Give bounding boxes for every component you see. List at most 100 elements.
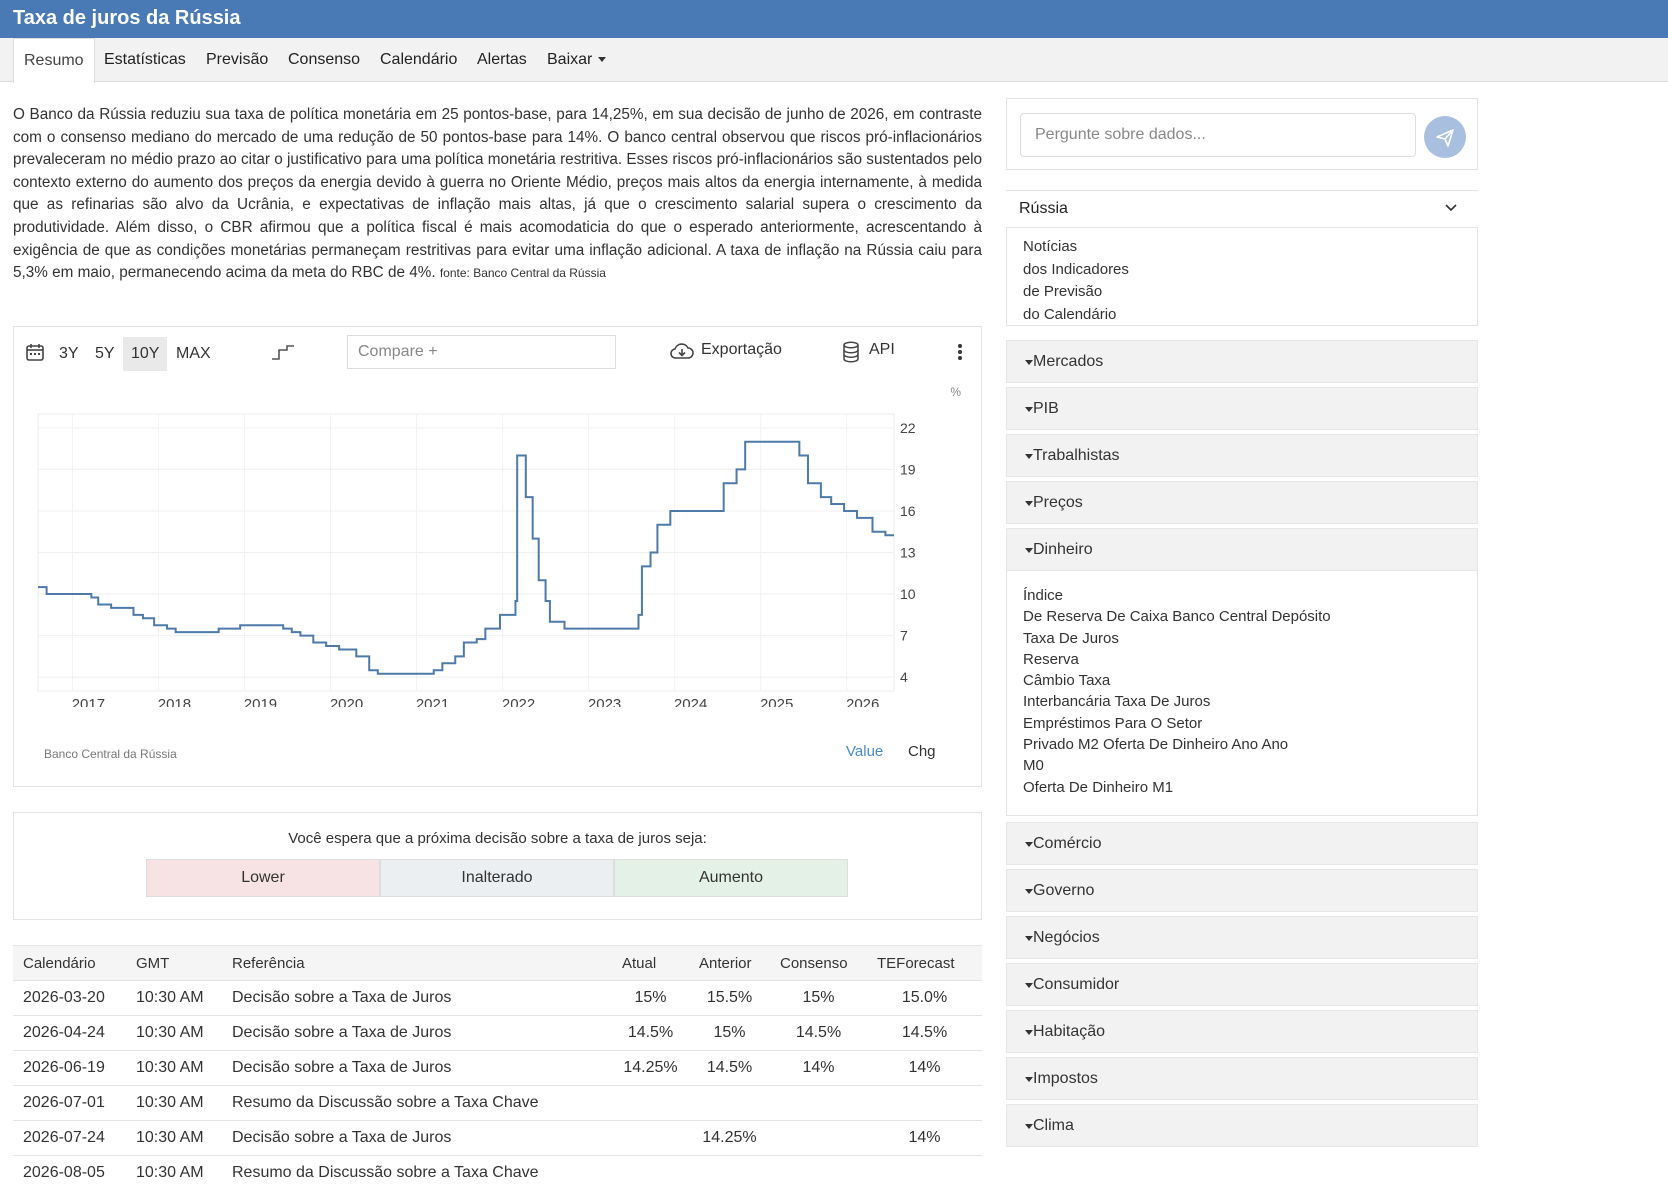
table-cell: 10:30 AM <box>126 1015 222 1051</box>
chg-toggle[interactable]: Chg <box>908 743 936 760</box>
category-clima[interactable]: Clima <box>1006 1104 1478 1147</box>
category-mercados[interactable]: Mercados <box>1006 340 1478 383</box>
indicator-link[interactable]: Interbancária Taxa De Juros <box>1023 693 1211 711</box>
indicator-link[interactable]: Índice <box>1023 587 1064 604</box>
table-cell[interactable]: Decisão sobre a Taxa de Juros <box>222 980 612 1016</box>
tab-previsao[interactable]: Previsão <box>206 51 269 68</box>
table-cell[interactable]: Decisão sobre a Taxa de Juros <box>222 1120 612 1156</box>
tab-estatisticas[interactable]: Estatísticas <box>104 51 186 68</box>
caret-down-icon <box>1025 407 1033 412</box>
category-precos[interactable]: Preços <box>1006 481 1478 524</box>
table-header-row: Calendário GMT Referência Atual Anterior… <box>13 945 982 981</box>
table-cell <box>867 1155 982 1190</box>
table-cell <box>689 1085 770 1121</box>
category-comercio[interactable]: Comércio <box>1006 822 1478 865</box>
table-cell <box>867 1085 982 1121</box>
link-indicadores[interactable]: dos Indicadores <box>1023 260 1129 278</box>
category-dinheiro[interactable]: Dinheiro <box>1006 528 1478 571</box>
summary-text: O Banco da Rússia reduziu sua taxa de po… <box>13 106 982 282</box>
indicator-link[interactable]: Câmbio Taxa <box>1023 672 1111 690</box>
value-toggle[interactable]: Value <box>846 743 884 760</box>
table-cell[interactable]: Decisão sobre a Taxa de Juros <box>222 1050 612 1086</box>
series-line <box>38 440 894 675</box>
database-icon[interactable] <box>842 341 860 368</box>
vote-unchanged-button[interactable]: Inalterado <box>380 859 614 897</box>
table-cell[interactable]: Resumo da Discussão sobre a Taxa Chave <box>222 1085 612 1121</box>
country-selector[interactable]: Rússia <box>1006 190 1478 228</box>
more-vertical-icon[interactable] <box>957 342 963 367</box>
table-cell[interactable]: Decisão sobre a Taxa de Juros <box>222 1015 612 1051</box>
indicator-link[interactable]: De Reserva De Caixa Banco Central Depósi… <box>1023 608 1331 626</box>
y-tick-label: 16 <box>900 503 916 519</box>
table-cell[interactable]: Resumo da Discussão sobre a Taxa Chave <box>222 1155 612 1190</box>
y-tick-label: 4 <box>900 669 908 685</box>
caret-down-icon <box>1025 1030 1033 1035</box>
range-3y[interactable]: 3Y <box>59 345 79 362</box>
category-dinheiro-items: Índice De Reserva De Caixa Banco Central … <box>1006 571 1478 816</box>
step-chart-icon[interactable] <box>271 342 295 367</box>
indicator-link[interactable]: M0 <box>1023 757 1044 775</box>
caret-down-icon <box>1025 360 1033 365</box>
y-tick-label: 22 <box>900 420 916 436</box>
ask-panel <box>1006 98 1478 170</box>
x-tick-label: 2017 <box>72 696 105 707</box>
table-cell: 14.25% <box>612 1050 689 1086</box>
category-label: Preços <box>1033 494 1083 511</box>
page-title: Taxa de juros da Rússia <box>13 7 241 29</box>
category-governo[interactable]: Governo <box>1006 869 1478 912</box>
table-cell: 15.5% <box>689 980 770 1016</box>
tab-consenso[interactable]: Consenso <box>288 51 361 68</box>
ask-input[interactable] <box>1020 113 1416 157</box>
summary-source: fonte: Banco Central da Rússia <box>439 266 606 281</box>
calendar-icon[interactable] <box>25 342 45 367</box>
table-cell: 10:30 AM <box>126 1085 222 1121</box>
tab-resumo[interactable]: Resumo <box>13 38 95 83</box>
export-button[interactable]: Exportação <box>701 341 782 358</box>
table-cell: 2026-07-01 <box>13 1085 126 1121</box>
tab-baixar[interactable]: Baixar <box>537 38 616 82</box>
table-cell <box>612 1155 689 1190</box>
vote-lower-button[interactable]: Lower <box>146 859 380 897</box>
range-max[interactable]: MAX <box>176 345 211 362</box>
category-habitacao[interactable]: Habitação <box>1006 1010 1478 1053</box>
category-consumidor[interactable]: Consumidor <box>1006 963 1478 1006</box>
indicator-link[interactable]: Empréstimos Para O Setor <box>1023 714 1203 732</box>
indicator-link[interactable]: Oferta De Dinheiro M1 <box>1023 778 1174 796</box>
range-5y[interactable]: 5Y <box>95 345 115 362</box>
vote-increase-button[interactable]: Aumento <box>614 859 848 897</box>
category-trabalhistas[interactable]: Trabalhistas <box>1006 434 1478 477</box>
indicator-link[interactable]: Taxa De Juros <box>1023 629 1119 647</box>
y-tick-label: 10 <box>900 586 916 602</box>
table-row: 2026-03-20 10:30 AM Decisão sobre a Taxa d… <box>13 980 982 1016</box>
range-10y[interactable]: 10Y <box>123 337 168 371</box>
caret-down-icon <box>1025 889 1033 894</box>
indicator-link[interactable]: Reserva <box>1023 650 1079 668</box>
top-header-bar: Taxa de juros da Rússia <box>0 0 1668 38</box>
tab-alertas[interactable]: Alertas <box>477 51 527 68</box>
category-label: Habitação <box>1033 1023 1106 1040</box>
table-cell: 10:30 AM <box>126 1155 222 1190</box>
category-pib[interactable]: PIB <box>1006 387 1478 430</box>
table-row: 2026-06-19 10:30 AM Decisão sobre a Taxa d… <box>13 1050 982 1086</box>
api-button[interactable]: API <box>869 341 895 358</box>
indicator-link[interactable]: Privado M2 Oferta De Dinheiro Ano Ano <box>1023 736 1289 754</box>
compare-input[interactable] <box>347 335 616 369</box>
table-cell: 14.5% <box>612 1015 689 1051</box>
category-impostos[interactable]: Impostos <box>1006 1057 1478 1100</box>
nav-tabs: Resumo Estatísticas Previsão Consenso Ca… <box>0 38 1668 83</box>
category-label: Impostos <box>1033 1070 1098 1087</box>
category-label: Dinheiro <box>1033 541 1093 558</box>
link-previsao[interactable]: de Previsão <box>1023 283 1103 301</box>
category-label: Mercados <box>1033 353 1104 370</box>
table-cell: 2026-04-24 <box>13 1015 126 1051</box>
table-cell <box>689 1155 770 1190</box>
link-noticias[interactable]: Notícias <box>1023 238 1078 255</box>
category-negocios[interactable]: Negócios <box>1006 916 1478 959</box>
tab-calendario[interactable]: Calendário <box>380 51 458 68</box>
tab-baixar-label: Baixar <box>547 51 593 68</box>
send-button[interactable] <box>1424 116 1466 158</box>
chevron-down-icon <box>1445 204 1457 212</box>
link-calendario[interactable]: do Calendário <box>1023 305 1117 323</box>
chart-source: Banco Central da Rússia <box>44 747 177 761</box>
cloud-download-icon[interactable] <box>669 341 695 366</box>
